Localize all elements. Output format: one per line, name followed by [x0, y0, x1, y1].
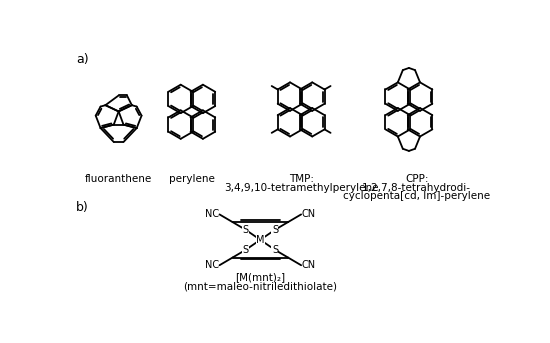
Text: 3,4,9,10-tetramethylperylene: 3,4,9,10-tetramethylperylene — [224, 183, 378, 193]
Text: NC: NC — [205, 210, 219, 220]
Text: 1,2,7,8-tetrahydrodi-: 1,2,7,8-tetrahydrodi- — [362, 183, 471, 193]
Text: [M(mnt)₂]: [M(mnt)₂] — [235, 272, 285, 282]
Text: a): a) — [76, 54, 89, 67]
Text: CN: CN — [302, 210, 316, 220]
Text: (mnt=maleo-nitriledithiolate): (mnt=maleo-nitriledithiolate) — [183, 281, 337, 292]
Text: CN: CN — [302, 260, 316, 270]
Text: S: S — [243, 225, 249, 235]
Text: TMP:: TMP: — [289, 174, 313, 185]
Text: b): b) — [76, 201, 89, 214]
Text: NC: NC — [205, 260, 219, 270]
Text: M: M — [256, 235, 265, 245]
Text: CPP:: CPP: — [405, 174, 428, 185]
Text: perylene: perylene — [169, 174, 214, 184]
Text: S: S — [272, 225, 278, 235]
Text: fluoranthene: fluoranthene — [85, 174, 152, 184]
Text: cyclopenta[cd, lm]-perylene: cyclopenta[cd, lm]-perylene — [343, 191, 490, 201]
Text: S: S — [243, 245, 249, 255]
Text: S: S — [272, 245, 278, 255]
